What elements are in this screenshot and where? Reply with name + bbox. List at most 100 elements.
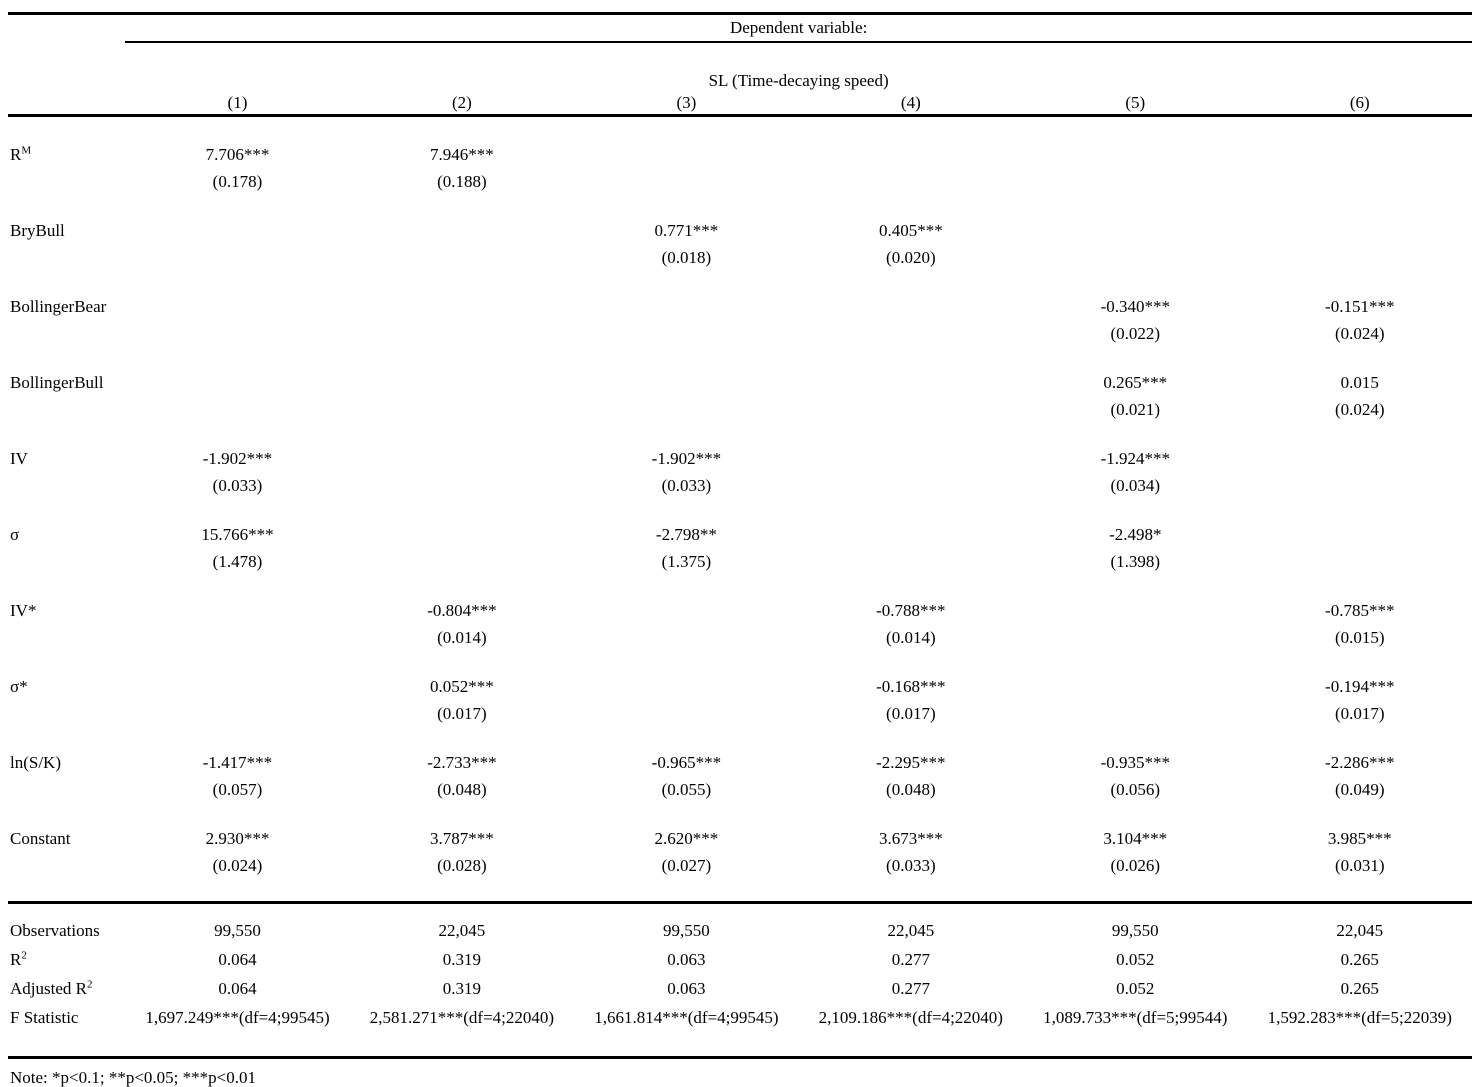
- spacer-cell: [8, 1032, 1472, 1059]
- coefficient-cell: [799, 521, 1023, 548]
- spacer-cell: [8, 42, 1472, 70]
- stderr-cell: (0.024): [1334, 323, 1385, 343]
- coefficient-cell: [125, 217, 349, 244]
- stat-value-cell: 22,045: [1336, 920, 1384, 940]
- coefficient-cell: -0.965***: [651, 752, 722, 772]
- stderr-cell: (0.026): [1110, 855, 1161, 875]
- coefficient-cell: [350, 217, 574, 244]
- variable-label: Constant: [10, 828, 71, 848]
- coefficient-row: Constant 2.930*** 3.787*** 2.620*** 3.673***…: [8, 825, 1472, 852]
- coefficient-cell: -0.340***: [1100, 296, 1170, 316]
- stderr-row: (0.022) (0.024): [8, 320, 1472, 347]
- coefficient-cell: [574, 673, 798, 700]
- stderr-cell: (0.014): [437, 627, 487, 647]
- column-number-row: (1) (2) (3) (4) (5) (6): [8, 92, 1472, 117]
- stat-value-cell: 0.319: [442, 949, 482, 969]
- stderr-cell: [574, 624, 798, 651]
- stat-value-cell: 0.064: [218, 978, 257, 998]
- superscript: M: [21, 143, 32, 156]
- stderr-cell: [1248, 548, 1473, 575]
- stderr-cell: [350, 472, 574, 499]
- spacer-cell: [8, 651, 1472, 673]
- stderr-cell: [1248, 244, 1473, 271]
- stat-value-cell: 1,661.814***(df=4;99545): [594, 1007, 779, 1027]
- empty-cell: [8, 548, 125, 575]
- spacer-cell: [8, 423, 1472, 445]
- block-spacer: [8, 803, 1472, 825]
- stat-label: R2: [10, 948, 27, 969]
- coefficient-cell: [125, 369, 349, 396]
- stderr-cell: (0.015): [1334, 627, 1385, 647]
- coefficient-cell: -1.902***: [651, 448, 722, 468]
- stat-label: Observations: [10, 920, 100, 940]
- empty-cell: [8, 396, 125, 423]
- spacer-cell: [8, 575, 1472, 597]
- coefficient-row: IV* -0.804*** -0.788*** -0.785***: [8, 597, 1472, 624]
- coefficient-cell: [574, 141, 798, 168]
- spacer-cell: [8, 195, 1472, 217]
- stat-value-cell: 22,045: [438, 920, 486, 940]
- stderr-cell: (1.478): [212, 551, 263, 571]
- empty-cell: [8, 472, 125, 499]
- stat-label: Adjusted R2: [10, 977, 93, 998]
- statistic-row: R2 0.064 0.319 0.063 0.277 0.052 0.265: [8, 945, 1472, 974]
- coefficient-row: σ 15.766*** -2.798** -2.498*: [8, 521, 1472, 548]
- coefficient-row: IV -1.902*** -1.902*** -1.924***: [8, 445, 1472, 472]
- spacer-cell: [8, 879, 1472, 904]
- coefficient-cell: -0.788***: [876, 600, 946, 620]
- coefficient-cell: 15.766***: [201, 524, 274, 544]
- stderr-cell: [1023, 700, 1247, 727]
- stderr-cell: [125, 244, 349, 271]
- variable-label: σ: [10, 524, 20, 544]
- coefficient-cell: [799, 369, 1023, 396]
- coefficient-cell: [350, 521, 574, 548]
- coefficient-cell: -2.733***: [427, 752, 497, 772]
- coefficient-cell: [799, 293, 1023, 320]
- stderr-cell: (0.017): [886, 703, 936, 723]
- stderr-cell: (0.033): [661, 475, 712, 495]
- empty-cell: [8, 320, 125, 347]
- stderr-row: (1.478) (1.375) (1.398): [8, 548, 1472, 575]
- coefficient-cell: 0.771***: [654, 220, 719, 240]
- stat-value-cell: 0.052: [1116, 978, 1155, 998]
- stderr-cell: [799, 320, 1023, 347]
- coefficient-cell: 0.015: [1340, 372, 1379, 392]
- coefficient-cell: -1.924***: [1100, 448, 1170, 468]
- stderr-row: (0.021) (0.024): [8, 396, 1472, 423]
- statistics-section: Observations 99,550 22,045 99,550 22,045 99,5…: [8, 903, 1472, 1059]
- stderr-row: (0.014) (0.014) (0.015): [8, 624, 1472, 651]
- coefficient-cell: -2.295***: [876, 752, 946, 772]
- coefficient-cell: -2.286***: [1325, 752, 1395, 772]
- coefficient-cell: [1248, 217, 1473, 244]
- coefficient-cell: -1.417***: [202, 752, 273, 772]
- stat-value-cell: 2,581.271***(df=4;22040): [369, 1007, 555, 1027]
- stderr-cell: [125, 624, 349, 651]
- coefficient-cell: 2.930***: [205, 828, 270, 848]
- block-spacer: [8, 651, 1472, 673]
- block-spacer: [8, 271, 1472, 293]
- stat-value-cell: 0.319: [442, 978, 482, 998]
- coefficient-cell: [799, 445, 1023, 472]
- spacer-cell: [8, 803, 1472, 825]
- stderr-cell: [1023, 624, 1247, 651]
- coefficient-cell: -2.798**: [655, 524, 717, 544]
- stderr-cell: [574, 700, 798, 727]
- variable-label: σ*: [10, 676, 28, 696]
- stat-value-cell: 99,550: [1111, 920, 1159, 940]
- stat-value-cell: 2,109.186***(df=4;22040): [818, 1007, 1003, 1027]
- statistic-row: Adjusted R2 0.064 0.319 0.063 0.277 0.052 0.26…: [8, 974, 1472, 1003]
- stat-value-cell: 0.063: [667, 949, 706, 969]
- coefficient-cell: [350, 369, 574, 396]
- column-number: (5): [1023, 92, 1248, 117]
- stderr-cell: [799, 396, 1023, 423]
- stderr-cell: [350, 548, 574, 575]
- stat-value-cell: 99,550: [662, 920, 710, 940]
- variable-label: BollingerBull: [10, 372, 104, 392]
- variable-label: RM: [10, 143, 32, 164]
- stderr-row: (0.017) (0.017) (0.017): [8, 700, 1472, 727]
- dv-name-row: SL (Time-decaying speed): [8, 70, 1472, 92]
- stat-value-cell: 1,697.249***(df=4;99545): [145, 1007, 330, 1027]
- variable-label: BryBull: [10, 220, 65, 240]
- stderr-cell: (0.033): [212, 475, 263, 495]
